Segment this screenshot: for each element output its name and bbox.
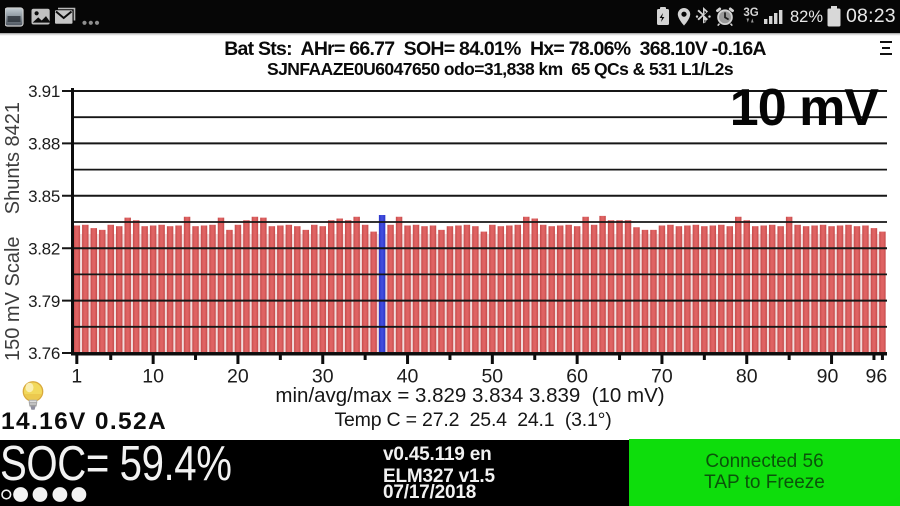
svg-text:40: 40 — [397, 366, 419, 388]
svg-text:90: 90 — [817, 366, 839, 388]
svg-text:60: 60 — [566, 366, 588, 388]
svg-text:96: 96 — [866, 366, 888, 388]
svg-text:20: 20 — [227, 366, 249, 388]
svg-text:80: 80 — [736, 366, 758, 388]
svg-text:30: 30 — [312, 366, 334, 388]
svg-text:3.91: 3.91 — [28, 82, 60, 101]
svg-text:3.79: 3.79 — [28, 292, 60, 311]
svg-text:3.88: 3.88 — [28, 135, 60, 154]
svg-text:Temp C = 27.2 25.4 24.1 (3.: Temp C = 27.2 25.4 24.1 (3.1°) — [334, 409, 611, 431]
svg-text:150 mV Scale Shunts 8421: 150 mV Scale Shunts 8421 — [2, 102, 24, 361]
svg-text:1: 1 — [71, 366, 82, 388]
svg-text:3G: 3G — [743, 7, 758, 19]
svg-text:50: 50 — [481, 366, 503, 388]
svg-text:min/avg/max = 3.829 3.834 3.83: min/avg/max = 3.829 3.834 3.839 (10 mV) — [275, 384, 664, 407]
svg-text:3.76: 3.76 — [28, 344, 60, 363]
svg-text:10: 10 — [142, 366, 164, 388]
svg-text:3.85: 3.85 — [28, 187, 60, 206]
svg-text:70: 70 — [651, 366, 673, 388]
svg-text:10 mV: 10 mV — [730, 79, 880, 137]
svg-text:3.82: 3.82 — [28, 239, 60, 258]
